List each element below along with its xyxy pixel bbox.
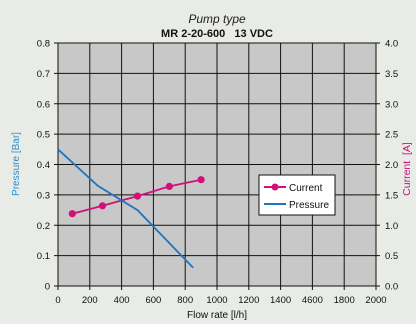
x-tick-label: 1400 bbox=[270, 295, 291, 306]
right-tick-label: 4.0 bbox=[385, 39, 398, 50]
left-axis-label: Pressure [Bar] bbox=[11, 132, 22, 196]
legend-current-label: Current bbox=[289, 183, 323, 194]
x-tick-label: 1000 bbox=[206, 295, 227, 306]
series-point-current bbox=[68, 210, 76, 218]
right-tick-label: 2.0 bbox=[385, 160, 398, 171]
left-tick-label: 0.1 bbox=[37, 251, 50, 262]
x-tick-label: 800 bbox=[177, 295, 193, 306]
left-axis-ticks: 0 0.1 0.2 0.3 0.4 0.5 0.6 0.7 0.8 bbox=[37, 39, 58, 293]
right-tick-label: 2.5 bbox=[385, 130, 398, 141]
left-tick-label: 0 bbox=[45, 282, 50, 293]
series-point-current bbox=[197, 176, 205, 184]
chart-subtitle: MR 2-20-600 13 VDC bbox=[161, 28, 273, 40]
x-axis-label: Flow rate [l/h] bbox=[187, 310, 247, 321]
x-axis-ticks: 0 200 400 600 800 1000 1200 1400 4600 1800 2000 bbox=[55, 286, 387, 306]
x-tick-label: 1200 bbox=[238, 295, 259, 306]
right-tick-label: 1.0 bbox=[385, 221, 398, 232]
chart-title: Pump type bbox=[188, 12, 246, 26]
legend-box bbox=[258, 174, 336, 216]
right-tick-label: 3.0 bbox=[385, 99, 398, 110]
left-tick-label: 0.3 bbox=[37, 190, 50, 201]
x-tick-label: 0 bbox=[55, 295, 60, 306]
left-tick-label: 0.6 bbox=[37, 99, 50, 110]
x-tick-label: 2000 bbox=[365, 295, 386, 306]
x-tick-label: 400 bbox=[114, 295, 130, 306]
legend-pressure-label: Pressure bbox=[289, 200, 329, 211]
series-point-current bbox=[165, 182, 173, 190]
series-line-pressure bbox=[57, 148, 194, 269]
series-layer bbox=[57, 148, 205, 269]
left-tick-label: 0.2 bbox=[37, 221, 50, 232]
x-tick-label: 1800 bbox=[334, 295, 355, 306]
left-tick-label: 0.5 bbox=[37, 130, 50, 141]
series-point-current bbox=[98, 202, 107, 210]
legend: Current Pressure bbox=[258, 174, 336, 216]
x-tick-label: 4600 bbox=[302, 295, 323, 306]
left-tick-label: 0.4 bbox=[37, 160, 50, 171]
right-axis-ticks: 0.0 0.5 1.0 1.5 2.0 2.5 3.0 3.5 4.0 bbox=[376, 39, 398, 293]
x-tick-label: 200 bbox=[82, 295, 98, 306]
x-tick-label: 600 bbox=[145, 295, 161, 306]
right-tick-label: 3.5 bbox=[385, 69, 398, 80]
left-tick-label: 0.8 bbox=[37, 39, 50, 50]
right-tick-label: 0.0 bbox=[385, 282, 398, 293]
series-point-current bbox=[133, 192, 142, 200]
right-tick-label: 1.5 bbox=[385, 190, 398, 201]
legend-current-marker bbox=[271, 183, 279, 191]
right-tick-label: 0.5 bbox=[385, 251, 398, 262]
right-axis-label: Current [A] bbox=[401, 142, 413, 196]
left-tick-label: 0.7 bbox=[37, 69, 50, 80]
